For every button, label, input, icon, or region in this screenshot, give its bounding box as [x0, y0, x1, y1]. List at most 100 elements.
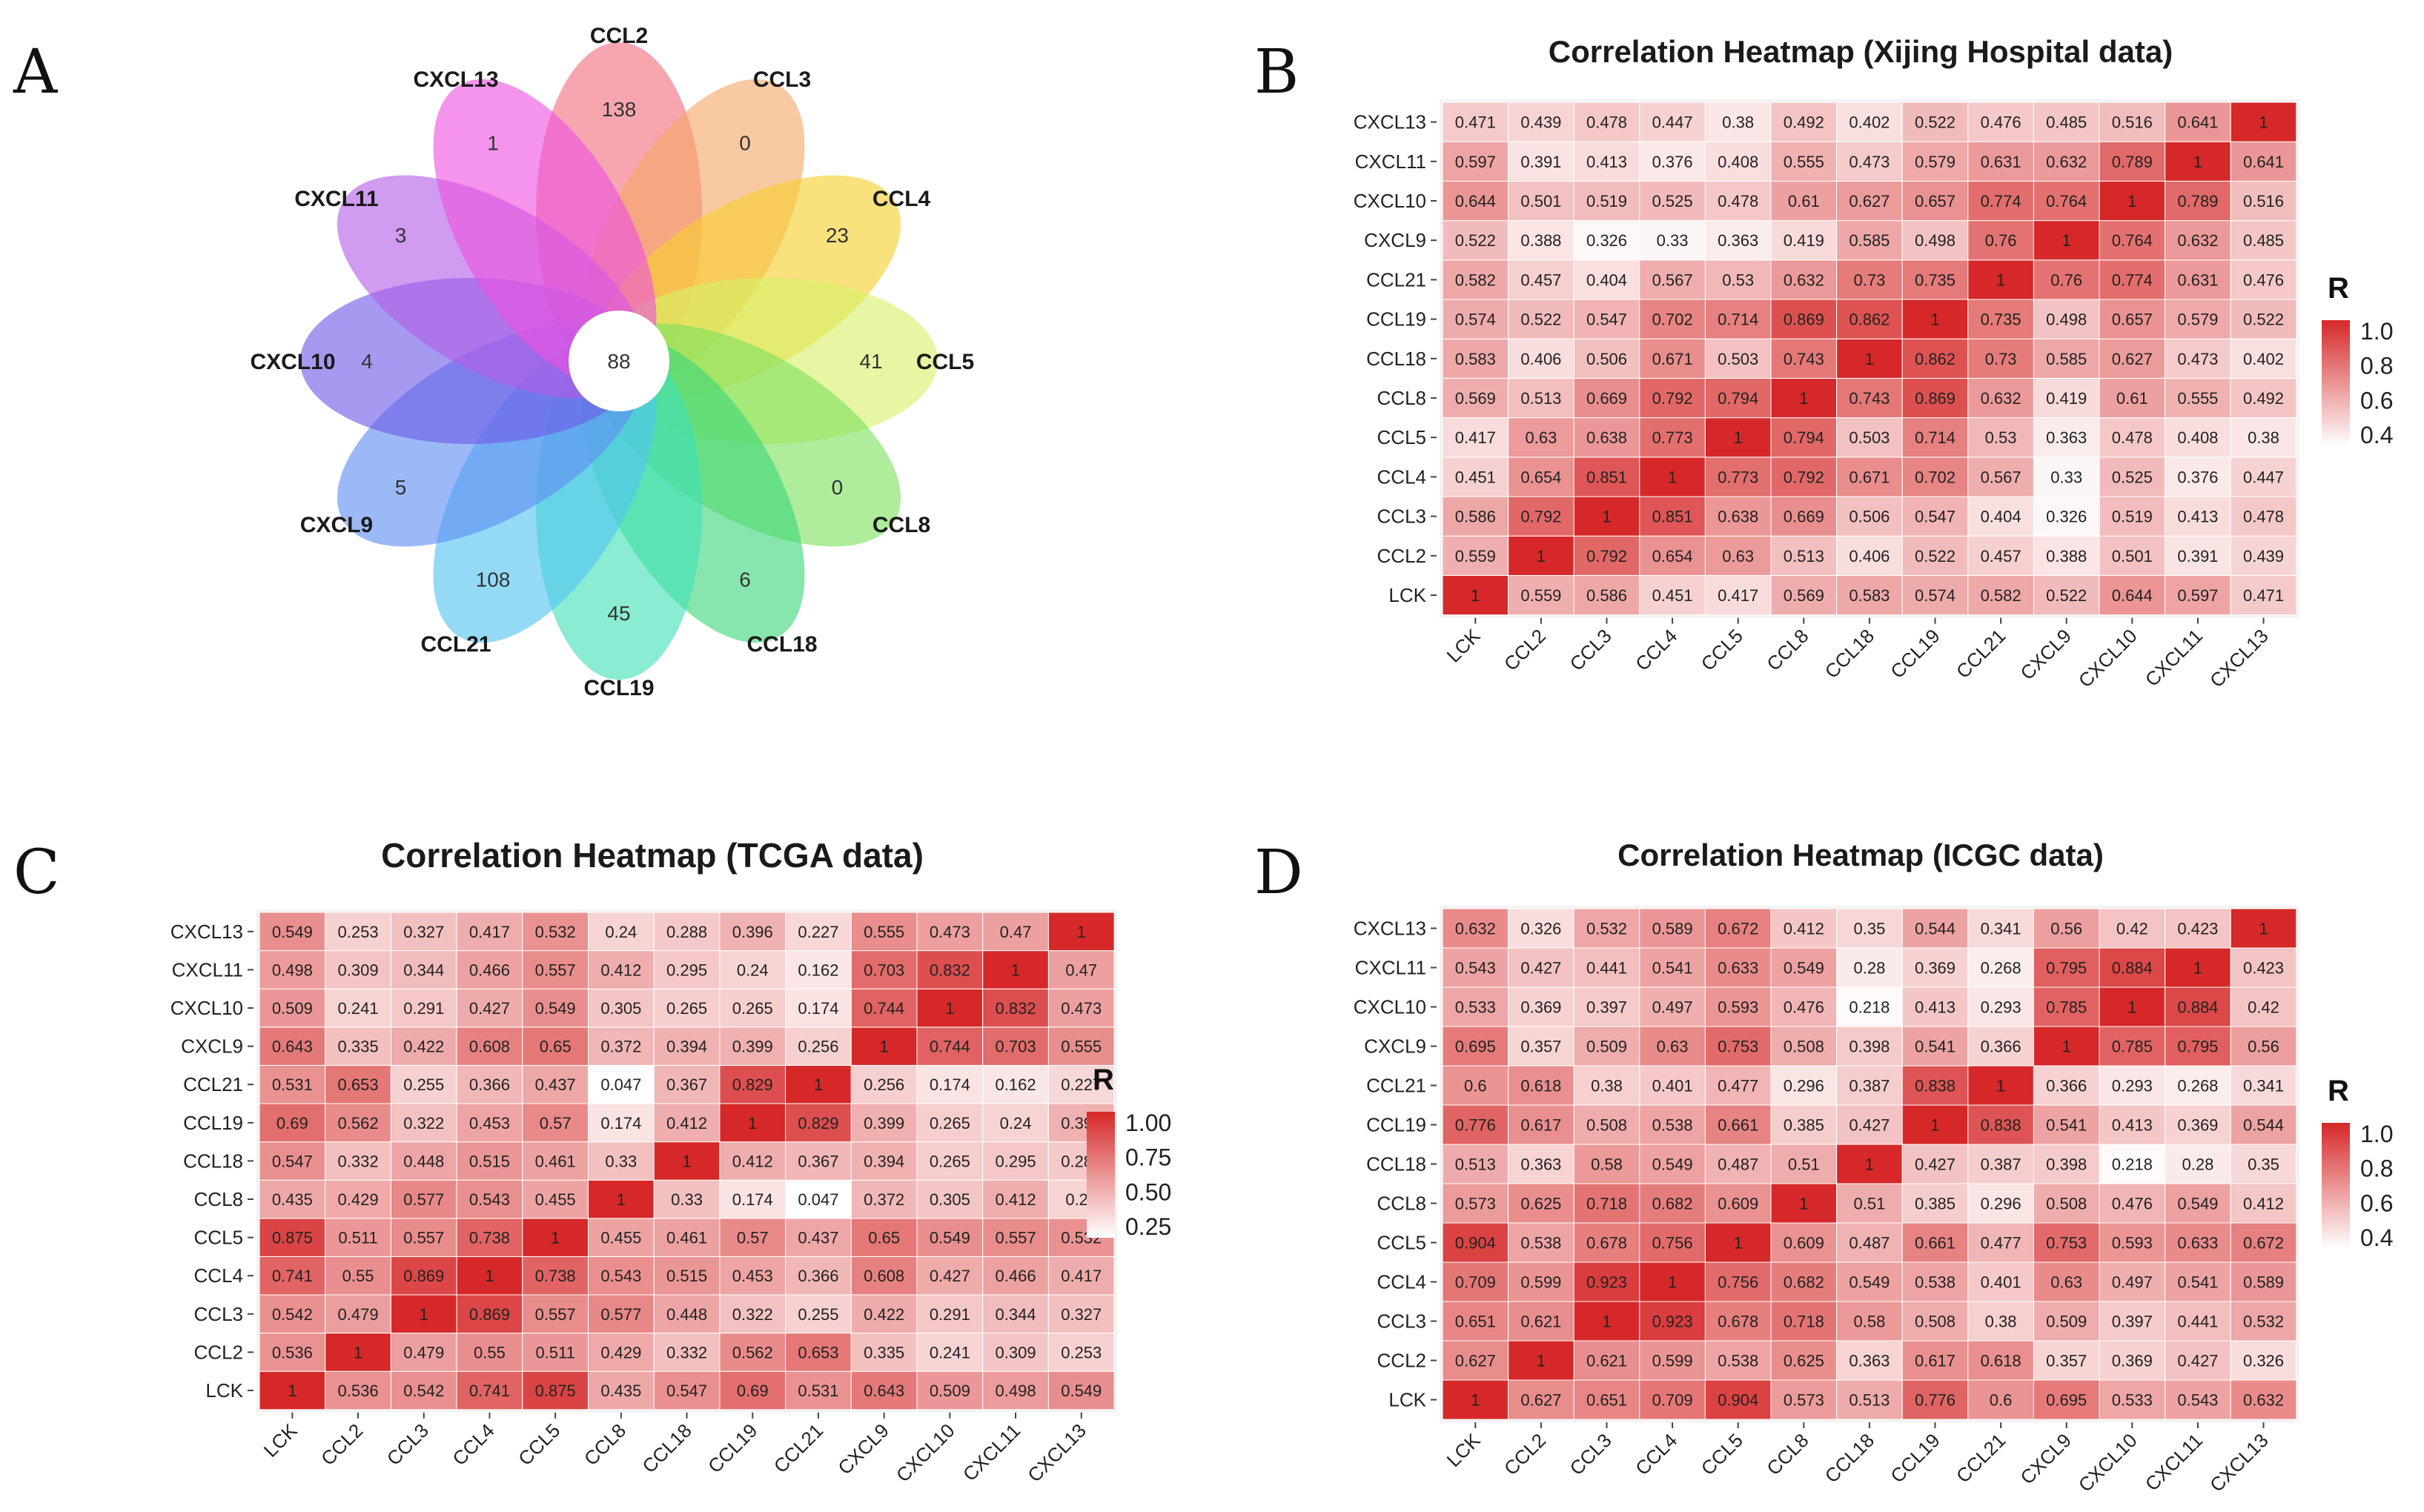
heatmap-b-row-label: CCL5: [1377, 426, 1426, 448]
heatmap-d-cell-label: 0.672: [1718, 920, 1758, 938]
heatmap-b-row-label: CCL21: [1366, 268, 1426, 291]
heatmap-d-cell: [2099, 1183, 2166, 1224]
heatmap-d-cell-label: 0.533: [2112, 1391, 2153, 1410]
petal-label-ccl19: CCL19: [583, 676, 654, 700]
heatmap-c-cell-label: 0.265: [666, 999, 707, 1018]
heatmap-d-cell-label: 0.363: [1520, 1155, 1561, 1174]
heatmap-c-cell: [522, 1256, 589, 1296]
heatmap-c-cell: [653, 1370, 721, 1410]
heatmap-d-cell-label: 0.6: [1990, 1391, 2013, 1410]
heatmap-b-row-label: CCL2: [1377, 545, 1426, 567]
heatmap-c-cell: [982, 950, 1049, 989]
heatmap-d-cell-label: 0.427: [2177, 1352, 2218, 1370]
heatmap-b-cell: [2099, 102, 2166, 142]
heatmap-c-cell-label: 0.557: [535, 1305, 576, 1324]
heatmap-c-cell: [1047, 1027, 1115, 1066]
heatmap-d-cell-label: 1: [1865, 1155, 1874, 1174]
heatmap-d-cell: [1639, 1222, 1706, 1263]
heatmap-c-cell-label: 0.227: [798, 923, 838, 941]
heatmap-c-cell: [588, 1027, 655, 1066]
heatmap-b-cell: [1967, 259, 2034, 300]
heatmap-d-legend-tick: 0.4: [2360, 1224, 2393, 1251]
heatmap-d-cell: [1901, 908, 1969, 949]
heatmap-c-cell-label: 0.256: [798, 1038, 838, 1056]
heatmap-b-row-label: CCL19: [1366, 308, 1426, 331]
heatmap-c-cell-label: 0.417: [1061, 1267, 1102, 1285]
heatmap-d-cell-label: 0.709: [1455, 1273, 1496, 1292]
heatmap-c-cell-label: 0.653: [338, 1075, 379, 1094]
heatmap-c-cell-label: 0.291: [403, 999, 444, 1018]
heatmap-d-cell-label: 0.487: [1849, 1234, 1890, 1253]
heatmap-b-col-label: CCL3: [1566, 625, 1616, 675]
heatmap-d-cell-label: 0.532: [1586, 920, 1627, 938]
heatmap-d-cell-label: 0.633: [2177, 1234, 2218, 1253]
heatmap-b-cell-label: 0.498: [1915, 231, 1956, 250]
heatmap-c-cell-label: 0.643: [272, 1038, 313, 1056]
heatmap-c-cell: [259, 1064, 326, 1104]
heatmap-c-cell: [1047, 1064, 1115, 1104]
heatmap-d-cell: [1836, 1104, 1903, 1145]
heatmap-c-cell-label: 0.335: [338, 1038, 379, 1056]
heatmap-d-legend-tick: 0.6: [2360, 1190, 2393, 1216]
heatmap-d-cell-label: 0.785: [2112, 1038, 2153, 1056]
heatmap-d-cell: [2165, 1065, 2231, 1106]
heatmap-b-cell: [1442, 102, 1509, 142]
heatmap-d-cell-label: 0.533: [1455, 998, 1496, 1017]
heatmap-c-cell: [982, 1141, 1049, 1181]
heatmap-c-cell: [1047, 988, 1115, 1028]
heatmap-b-cell: [1967, 141, 2034, 182]
heatmap-d-cell: [1442, 1301, 1509, 1342]
heatmap-b-cell: [1901, 220, 1969, 261]
heatmap-b-cell-label: 0.519: [1586, 192, 1627, 210]
heatmap-b-cell-label: 0.73: [1853, 271, 1885, 289]
heatmap-c-cell-label: 0.741: [469, 1382, 510, 1400]
heatmap-d-cell: [2033, 987, 2100, 1027]
heatmap-c-cell: [390, 1256, 457, 1296]
heatmap-b-cell: [1967, 535, 2034, 576]
heatmap-d-cell-label: 0.795: [2177, 1038, 2218, 1056]
heatmap-b-cell-label: 1: [2127, 192, 2136, 210]
petal-label-ccl21: CCL21: [420, 632, 491, 657]
heatmap-c-cell-label: 1: [354, 1343, 362, 1362]
heatmap-b-cell: [1508, 141, 1574, 182]
heatmap-d-cell-label: 0.357: [2046, 1352, 2087, 1370]
heatmap-d-cell-label: 0.51: [1788, 1155, 1820, 1174]
heatmap-c-cell-label: 0.515: [469, 1152, 510, 1170]
heatmap-c-col-label: CCL8: [580, 1419, 630, 1470]
heatmap-d-cell-label: 0.632: [2243, 1391, 2284, 1410]
heatmap-b-cell: [1442, 220, 1509, 261]
heatmap-b-cell: [1704, 496, 1772, 537]
heatmap-b-row-label: CXCL13: [1354, 111, 1426, 133]
heatmap-d-cell-label: 0.56: [2248, 1038, 2279, 1056]
heatmap-c-cell: [325, 1294, 391, 1334]
heatmap-d-cell: [2165, 947, 2231, 988]
heatmap-d-row-label: CXCL10: [1354, 996, 1426, 1018]
heatmap-b-cell-label: 0.376: [1652, 153, 1693, 171]
heatmap-b-cell: [2165, 496, 2231, 537]
heatmap-d-cell: [1770, 1301, 1838, 1342]
heatmap-b-cell-label: 0.794: [1784, 428, 1824, 447]
heatmap-c-cell-label: 0.256: [864, 1075, 904, 1094]
heatmap-d-cell: [1442, 1379, 1509, 1420]
heatmap-b-cell-label: 0.419: [1784, 231, 1824, 250]
heatmap-d-cell: [2230, 1183, 2297, 1224]
heatmap-c-cell-label: 0.412: [732, 1152, 773, 1170]
heatmap-c-cell: [522, 1141, 589, 1181]
heatmap-c-cell: [456, 1256, 523, 1296]
heatmap-c-cell-label: 0.372: [864, 1190, 904, 1209]
heatmap-c-col-label: CCL21: [769, 1419, 827, 1477]
heatmap-c-cell-label: 0.24: [605, 923, 637, 941]
heatmap-c-cell: [1047, 1294, 1115, 1334]
heatmap-d-row-label: CXCL13: [1354, 918, 1426, 940]
heatmap-d-cell: [1901, 1183, 1969, 1224]
heatmap-d-cell: [2033, 947, 2100, 988]
heatmap-c-legend-tick: 0.50: [1125, 1178, 1171, 1205]
heatmap-b-cell-label: 0.789: [2177, 192, 2218, 210]
heatmap-c-cell-label: 0.448: [403, 1152, 444, 1170]
heatmap-c-cell-label: 0.332: [666, 1343, 707, 1362]
heatmap-d-cell-label: 0.753: [1718, 1038, 1758, 1056]
heatmap-b-cell: [1573, 574, 1640, 616]
heatmap-d-cell-label: 0.904: [1455, 1234, 1496, 1253]
heatmap-d-cell-label: 0.296: [1784, 1077, 1824, 1095]
heatmap-d-cell: [1770, 1340, 1838, 1381]
